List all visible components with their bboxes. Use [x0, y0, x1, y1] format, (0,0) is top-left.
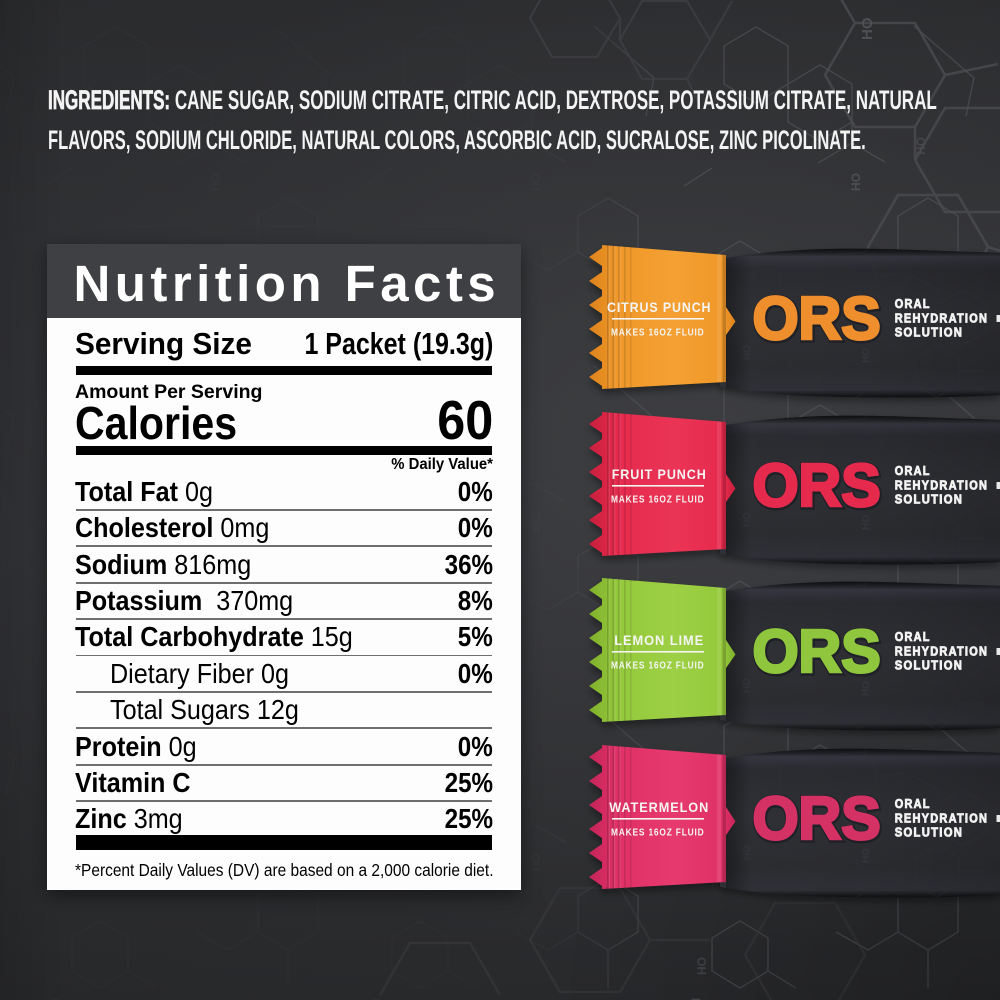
- svg-text:ORS: ORS: [753, 286, 881, 353]
- svg-text:WATERMELON: WATERMELON: [609, 800, 709, 815]
- svg-text:MAKES 16OZ FLUID: MAKES 16OZ FLUID: [611, 661, 705, 672]
- svg-text:SOLUTION: SOLUTION: [895, 825, 964, 840]
- svg-text:ORAL: ORAL: [895, 463, 931, 478]
- svg-text:ORS: ORS: [753, 785, 881, 852]
- svg-text:MAKES 16OZ FLUID: MAKES 16OZ FLUID: [611, 328, 705, 339]
- svg-text:ORS: ORS: [753, 452, 881, 519]
- svg-text:REHYDRATION: REHYDRATION: [895, 643, 989, 658]
- svg-text:REHYDRATION: REHYDRATION: [895, 477, 989, 492]
- svg-text:MAKES 16OZ FLUID: MAKES 16OZ FLUID: [611, 828, 705, 839]
- svg-text:REHYDRATION: REHYDRATION: [895, 810, 989, 825]
- svg-text:ORS: ORS: [753, 786, 881, 853]
- svg-text:ORS: ORS: [753, 285, 881, 352]
- svg-text:SOLUTION: SOLUTION: [895, 325, 964, 340]
- svg-text:SOLUTION: SOLUTION: [895, 492, 964, 507]
- svg-text:ORAL: ORAL: [895, 629, 931, 644]
- svg-text:HO: HO: [914, 137, 928, 155]
- svg-text:FRUIT PUNCH: FRUIT PUNCH: [612, 467, 707, 482]
- svg-text:ORS: ORS: [753, 619, 881, 686]
- svg-text:LEMON LIME: LEMON LIME: [614, 633, 704, 648]
- svg-text:HO: HO: [859, 17, 876, 40]
- svg-text:ORS: ORS: [753, 453, 881, 520]
- svg-text:ORS: ORS: [753, 618, 881, 685]
- svg-text:REHYDRATION: REHYDRATION: [895, 310, 989, 325]
- svg-text:ORAL: ORAL: [895, 796, 931, 811]
- svg-text:HO: HO: [695, 957, 709, 975]
- svg-text:SOLUTION: SOLUTION: [895, 658, 964, 673]
- svg-text:CITRUS PUNCH: CITRUS PUNCH: [607, 300, 711, 315]
- svg-text:MAKES 16OZ FLUID: MAKES 16OZ FLUID: [611, 495, 705, 506]
- svg-text:ORAL: ORAL: [895, 296, 931, 311]
